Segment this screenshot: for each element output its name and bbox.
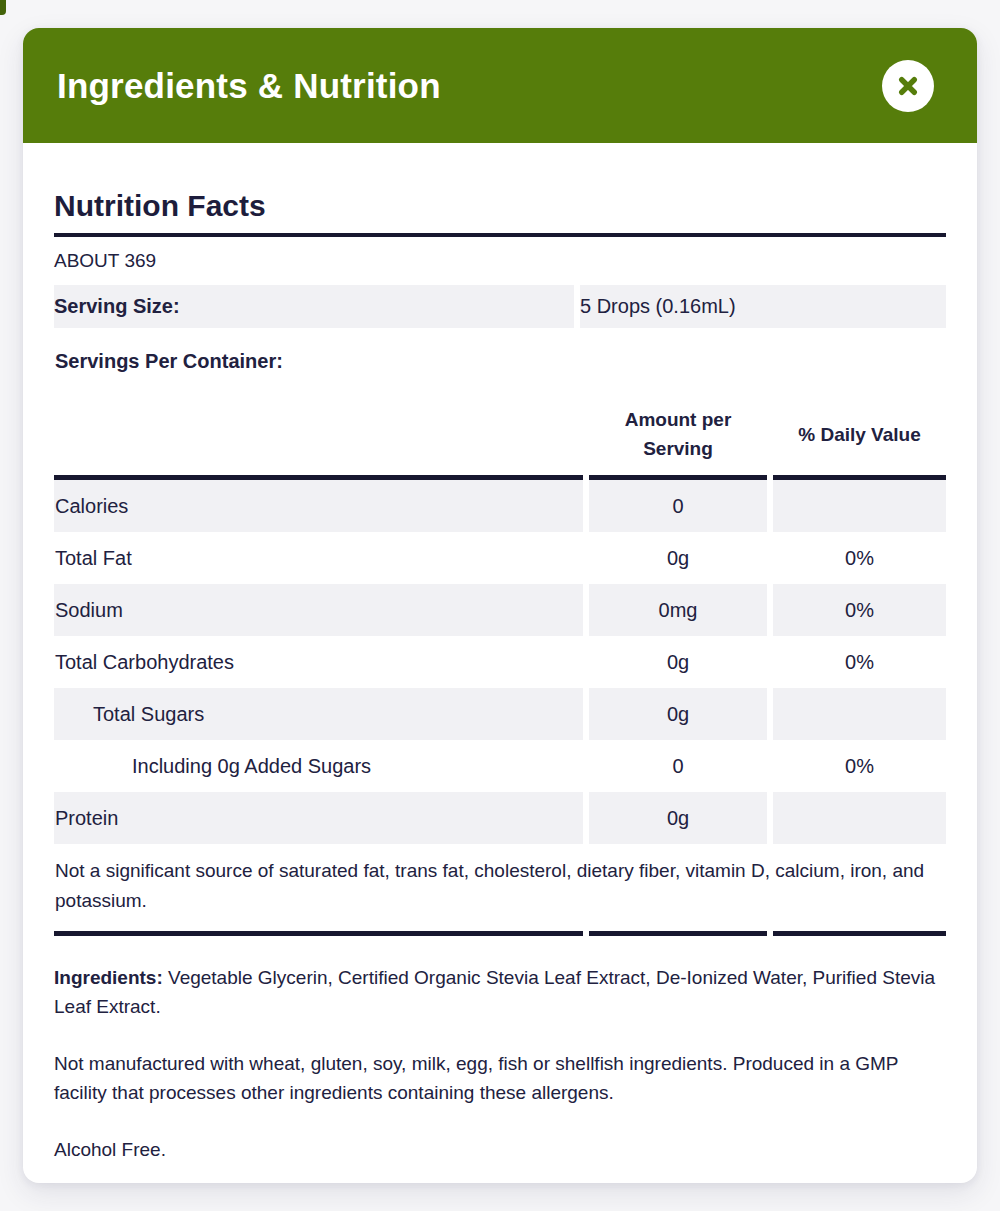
not-significant-source-note: Not a significant source of saturated fa…	[54, 844, 946, 931]
serving-size-value: 5 Drops (0.16mL)	[580, 285, 946, 328]
daily-value-cell: 0%	[773, 532, 946, 584]
ingredients-label: Ingredients:	[54, 967, 163, 988]
table-row-added-sugars: Including 0g Added Sugars 0 0%	[54, 740, 946, 792]
close-button[interactable]	[882, 60, 934, 112]
alcohol-free-text: Alcohol Free.	[54, 1135, 946, 1164]
table-row-total-carbohydrates: Total Carbohydrates 0g 0%	[54, 636, 946, 688]
table-row-total-fat: Total Fat 0g 0%	[54, 532, 946, 584]
daily-value-cell: 0%	[773, 584, 946, 636]
nutrient-column-header	[54, 405, 583, 480]
daily-value-cell: 0%	[773, 636, 946, 688]
nutrient-name: Total Sugars	[54, 688, 583, 740]
daily-value-cell: 0%	[773, 740, 946, 792]
nutrition-facts-divider-top	[54, 233, 946, 237]
amount-cell: 0g	[589, 636, 767, 688]
amount-cell: 0	[589, 740, 767, 792]
table-row-sodium: Sodium 0mg 0%	[54, 584, 946, 636]
ingredients-nutrition-modal: Ingredients & Nutrition Nutrition Facts …	[23, 28, 977, 1183]
amount-cell: 0g	[589, 688, 767, 740]
modal-title: Ingredients & Nutrition	[57, 66, 441, 106]
amount-cell: 0	[589, 480, 767, 532]
daily-value-cell	[773, 792, 946, 844]
nutrition-facts-title: Nutrition Facts	[54, 189, 946, 223]
amount-cell: 0g	[589, 792, 767, 844]
nutrient-name: Calories	[54, 480, 583, 532]
table-row-protein: Protein 0g	[54, 792, 946, 844]
daily-value-column-header: % Daily Value	[773, 405, 946, 480]
amount-cell: 0mg	[589, 584, 767, 636]
modal-header: Ingredients & Nutrition	[23, 28, 977, 143]
nutrient-name: Protein	[54, 792, 583, 844]
daily-value-cell	[773, 480, 946, 532]
amount-cell: 0g	[589, 532, 767, 584]
nutrient-name: Total Carbohydrates	[54, 636, 583, 688]
nutrition-table-header: Amount per Serving % Daily Value	[54, 405, 946, 480]
servings-per-container-label: Servings Per Container:	[54, 350, 946, 373]
nutrition-facts-divider-bottom	[54, 931, 946, 936]
serving-size-label: Serving Size:	[54, 285, 574, 328]
table-row-total-sugars: Total Sugars 0g	[54, 688, 946, 740]
serving-size-row: Serving Size: 5 Drops (0.16mL)	[54, 285, 946, 328]
ingredients-paragraph: Ingredients: Vegetable Glycerin, Certifi…	[54, 963, 946, 1022]
nutrient-name: Total Fat	[54, 532, 583, 584]
allergen-paragraph: Not manufactured with wheat, gluten, soy…	[54, 1049, 946, 1108]
nutrient-name: Sodium	[54, 584, 583, 636]
nutrition-facts-panel: Nutrition Facts ABOUT 369 Serving Size: …	[23, 143, 977, 1164]
background-page-fragment	[0, 0, 6, 15]
amount-column-header: Amount per Serving	[589, 405, 767, 480]
table-row-calories: Calories 0	[54, 480, 946, 532]
about-servings-text: ABOUT 369	[54, 250, 946, 272]
daily-value-cell	[773, 688, 946, 740]
close-icon	[895, 73, 921, 99]
nutrient-name: Including 0g Added Sugars	[54, 740, 583, 792]
ingredients-text: Vegetable Glycerin, Certified Organic St…	[54, 967, 935, 1017]
